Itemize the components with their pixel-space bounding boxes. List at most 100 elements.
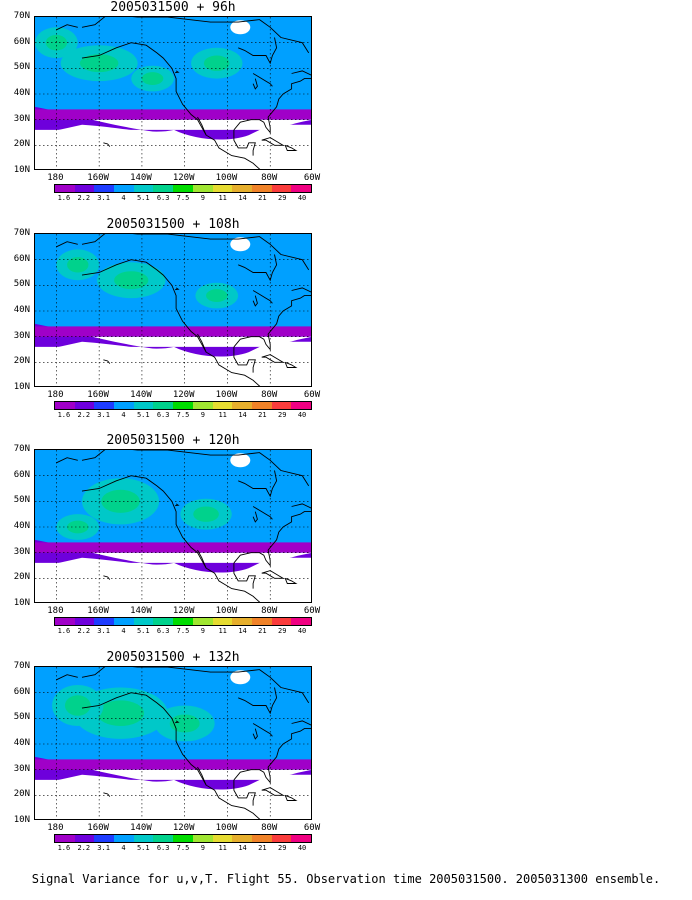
colorbar-segment [74,185,95,192]
latitude-tick-label: 60N [13,469,30,480]
latitude-tick-label: 60N [13,686,30,697]
colorbar-tick-label: 6.3 [156,194,170,202]
latitude-tick-label: 40N [13,521,30,531]
colorbar-tick-label: 1.6 [57,844,71,852]
panel-title: 2005031500 + 108h [106,217,240,232]
forecast-map-panel: 2005031500 + 96h 70N 60N 50N 40N 30N 20N 10N 180… [0,0,340,216]
colorbar-segment [271,402,292,409]
longitude-tick-label: 60W [303,823,321,833]
signal-variance-map [35,667,311,819]
longitude-tick-label: 120W [172,823,195,833]
latitude-tick-label: 30N [13,330,30,341]
colorbar-tick-label: 14 [238,194,247,202]
colorbar-tick-label: 14 [238,844,247,852]
latitude-tick-label: 40N [13,738,30,748]
latitude-tick-label: 30N [13,763,30,774]
colorbar-tick-label: 3.1 [97,194,110,202]
colorbar-tick-label: 5.1 [136,411,150,419]
colorbar-segment [153,402,174,409]
map-plot-area [34,449,312,603]
colorbar-tick-label: 3.1 [97,844,110,852]
latitude-tick-label: 10N [13,598,30,608]
colorbar [54,834,312,843]
colorbar-segment [94,618,115,625]
colorbar-segment [173,618,193,625]
panel-title: 2005031500 + 132h [106,650,240,665]
signal-variance-map [35,234,311,386]
colorbar-tick-label: 7.5 [176,627,190,635]
colorbar-tick-label: 4 [121,627,126,635]
colorbar-segment [291,618,311,625]
colorbar-segment [212,618,233,625]
colorbar-segment [133,402,154,409]
forecast-map-panel: 2005031500 + 132h 70N 60N 50N 40N 30N 20N 10N 18… [0,650,340,866]
colorbar-segment [232,835,252,842]
signal-variance-map [35,17,311,169]
colorbar-segment [55,835,75,842]
colorbar-tick-label: 9 [200,627,205,635]
longitude-tick-label: 180 [47,390,64,400]
colorbar-segment [212,185,233,192]
colorbar-tick-label: 4 [121,844,126,852]
colorbar-segment [94,185,115,192]
longitude-tick-label: 80W [261,606,278,616]
colorbar-tick-label: 40 [297,627,307,635]
colorbar-tick-label: 29 [278,411,287,419]
colorbar-segment [74,835,95,842]
latitude-tick-label: 40N [13,88,30,98]
colorbar-tick-label: 1.6 [57,411,71,419]
colorbar-segment [232,185,252,192]
colorbar-segment [271,835,292,842]
latitude-tick-label: 30N [13,113,30,124]
colorbar-segment [114,402,134,409]
colorbar-tick-label: 21 [258,844,267,852]
colorbar-tick-label: 11 [218,411,227,419]
colorbar-tick-label: 1.6 [57,194,71,202]
latitude-tick-label: 40N [13,305,30,315]
colorbar-segment [251,835,272,842]
colorbar-tick-label: 11 [218,844,227,852]
colorbar-tick-label: 9 [200,194,205,202]
colorbar-tick-label: 7.5 [176,194,190,202]
colorbar-segment [133,835,154,842]
longitude-tick-label: 80W [261,390,278,400]
colorbar-tick-label: 3.1 [97,627,110,635]
longitude-tick-label: 140W [130,823,152,833]
colorbar-segment [94,835,115,842]
colorbar-segment [55,402,75,409]
colorbar-segment [173,402,193,409]
map-plot-area [34,233,312,387]
colorbar-segment [114,185,134,192]
colorbar-tick-label: 1.6 [57,627,71,635]
latitude-tick-label: 50N [13,495,30,506]
colorbar-tick-label: 21 [258,411,267,419]
longitude-tick-label: 80W [261,173,278,183]
colorbar [54,617,312,626]
longitude-tick-label: 180 [47,823,64,833]
colorbar-segment [192,618,213,625]
colorbar-segment [192,835,213,842]
colorbar-segment [173,185,193,192]
colorbar-tick-label: 2.2 [77,411,91,419]
colorbar-segment [192,402,213,409]
colorbar-tick-label: 6.3 [156,844,170,852]
latitude-tick-label: 20N [13,356,30,367]
latitude-tick-label: 50N [13,712,30,723]
colorbar-tick-label: 5.1 [136,194,150,202]
colorbar-tick-label: 9 [200,844,205,852]
colorbar-segment [291,835,311,842]
longitude-tick-label: 80W [261,823,278,833]
colorbar-tick-label: 29 [278,627,287,635]
latitude-tick-label: 30N [13,546,30,557]
colorbar-tick-label: 5.1 [136,844,150,852]
colorbar-tick-label: 21 [258,194,267,202]
map-plot-area [34,16,312,170]
colorbar-tick-label: 7.5 [176,411,190,419]
colorbar-segment [232,402,252,409]
colorbar-segment [232,618,252,625]
colorbar-segment [94,402,115,409]
colorbar-segment [153,835,174,842]
colorbar-tick-label: 6.3 [156,411,170,419]
latitude-tick-label: 70N [13,444,30,454]
colorbar-segment [133,185,154,192]
